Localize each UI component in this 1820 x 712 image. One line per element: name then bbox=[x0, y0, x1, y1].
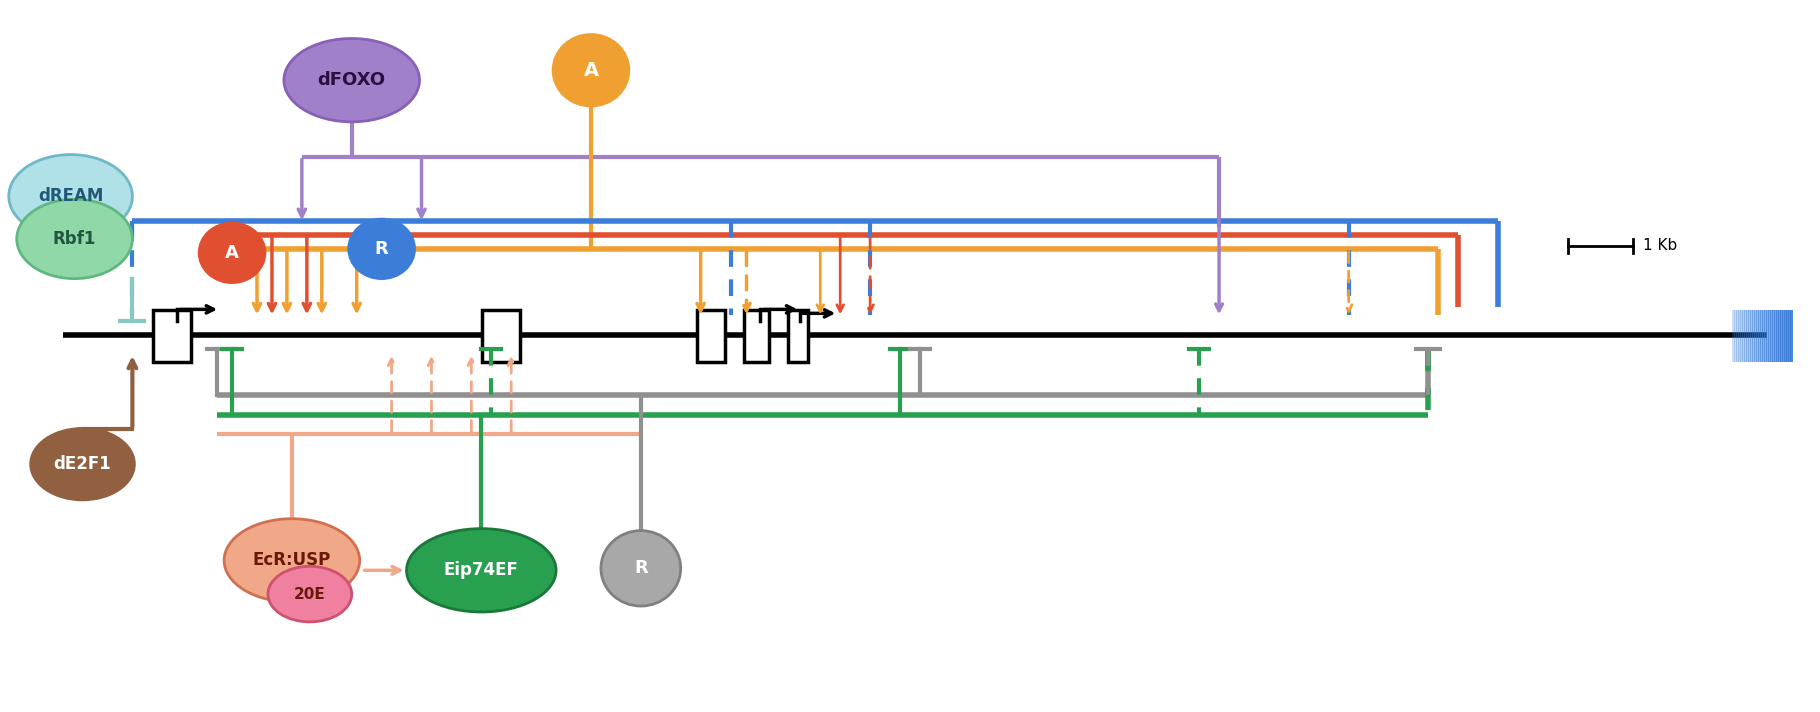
Bar bbox=[1749, 310, 1751, 362]
Text: R: R bbox=[375, 240, 388, 258]
Bar bbox=[1782, 310, 1785, 362]
Bar bbox=[1738, 310, 1742, 362]
Bar bbox=[1767, 310, 1769, 362]
Bar bbox=[1754, 310, 1758, 362]
Bar bbox=[1747, 310, 1749, 362]
Ellipse shape bbox=[198, 223, 266, 283]
Bar bbox=[1734, 310, 1738, 362]
Bar bbox=[1744, 310, 1747, 362]
Text: Eip74EF: Eip74EF bbox=[444, 561, 519, 580]
Bar bbox=[1789, 310, 1791, 362]
Bar bbox=[1780, 310, 1784, 362]
Ellipse shape bbox=[31, 429, 135, 500]
Bar bbox=[1756, 310, 1760, 362]
Bar bbox=[744, 310, 770, 362]
Text: dFOXO: dFOXO bbox=[318, 71, 386, 89]
Ellipse shape bbox=[224, 519, 360, 602]
Bar bbox=[1758, 310, 1762, 362]
Text: A: A bbox=[226, 244, 238, 262]
Ellipse shape bbox=[553, 34, 630, 106]
Bar bbox=[1791, 310, 1793, 362]
Bar bbox=[1784, 310, 1787, 362]
Bar bbox=[1751, 310, 1753, 362]
Bar bbox=[1774, 310, 1778, 362]
Text: dE2F1: dE2F1 bbox=[53, 455, 111, 473]
Text: 1 Kb: 1 Kb bbox=[1643, 239, 1676, 253]
Text: A: A bbox=[584, 61, 599, 80]
Bar bbox=[788, 310, 808, 362]
Text: 20E: 20E bbox=[295, 587, 326, 602]
Ellipse shape bbox=[16, 199, 133, 278]
Ellipse shape bbox=[284, 38, 419, 122]
Ellipse shape bbox=[349, 219, 415, 278]
Ellipse shape bbox=[9, 155, 133, 238]
Ellipse shape bbox=[601, 530, 681, 606]
Bar bbox=[1742, 310, 1745, 362]
Bar bbox=[697, 310, 724, 362]
Text: Rbf1: Rbf1 bbox=[53, 230, 96, 248]
Ellipse shape bbox=[268, 566, 351, 622]
Bar bbox=[1771, 310, 1773, 362]
Bar bbox=[1776, 310, 1780, 362]
Bar bbox=[1778, 310, 1782, 362]
Bar bbox=[1740, 310, 1744, 362]
Text: R: R bbox=[633, 560, 648, 577]
Bar bbox=[1764, 310, 1767, 362]
Text: dREAM: dREAM bbox=[38, 187, 104, 205]
Bar bbox=[1733, 310, 1736, 362]
Bar bbox=[1769, 310, 1771, 362]
Bar bbox=[1736, 310, 1740, 362]
Bar bbox=[482, 310, 521, 362]
Bar bbox=[1785, 310, 1789, 362]
Text: EcR:USP: EcR:USP bbox=[253, 551, 331, 570]
Bar bbox=[153, 310, 191, 362]
Bar bbox=[1773, 310, 1774, 362]
Bar bbox=[1760, 310, 1764, 362]
Bar bbox=[1753, 310, 1756, 362]
Ellipse shape bbox=[406, 528, 557, 612]
Bar bbox=[1762, 310, 1765, 362]
